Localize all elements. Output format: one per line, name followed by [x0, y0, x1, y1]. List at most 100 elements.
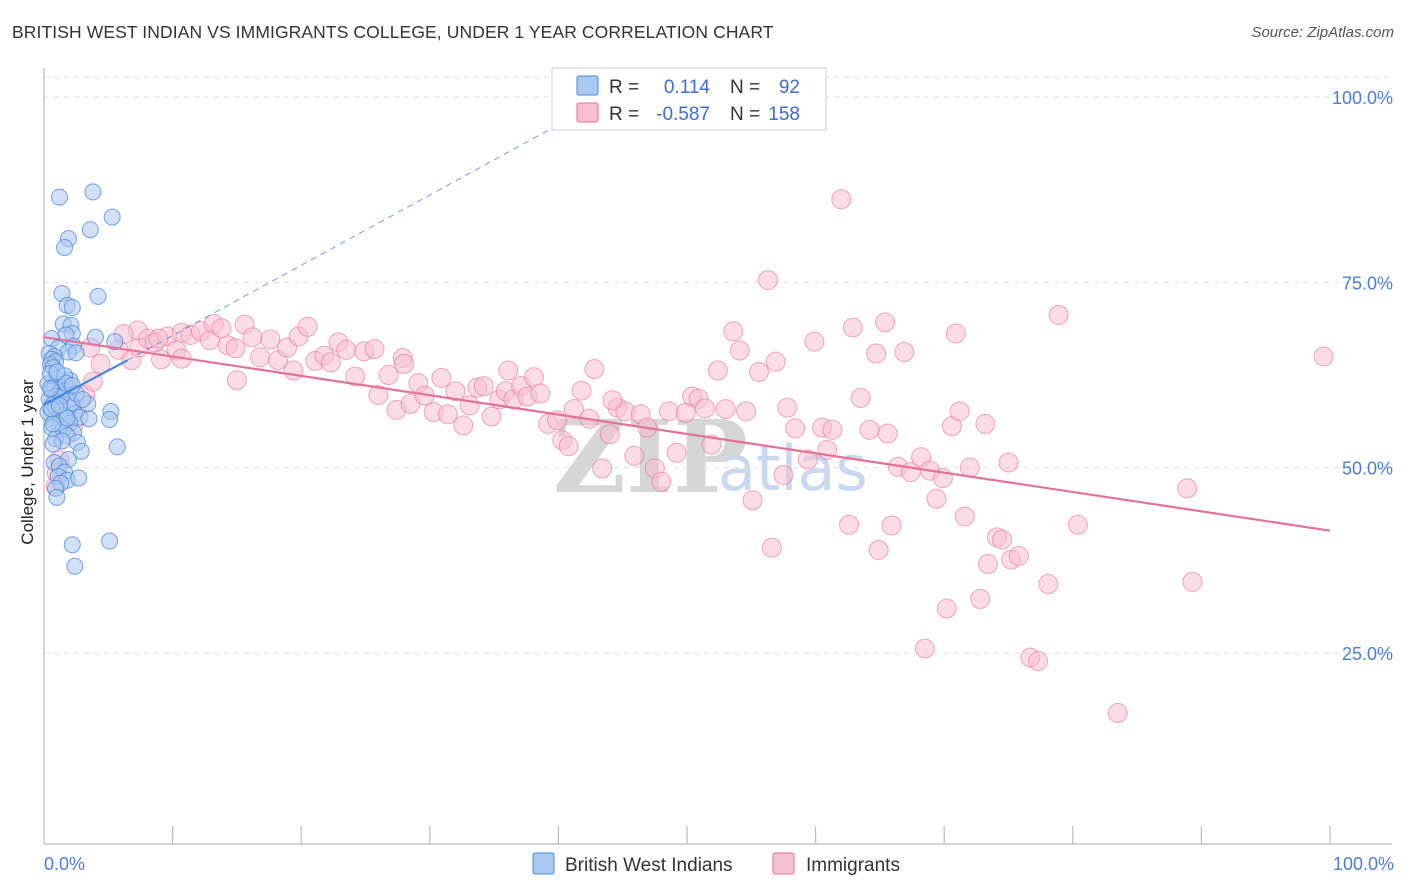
legend-swatch-pink	[576, 102, 599, 123]
point-immigrants	[975, 413, 996, 434]
point-immigrants	[868, 539, 889, 560]
point-immigrants	[707, 360, 728, 381]
point-british-west-indians	[56, 238, 74, 256]
point-immigrants	[742, 490, 763, 511]
point-immigrants	[658, 401, 679, 422]
point-immigrants	[839, 514, 860, 535]
point-british-west-indians	[58, 409, 76, 427]
point-immigrants	[765, 351, 786, 372]
point-immigrants	[959, 457, 980, 478]
point-immigrants	[785, 418, 806, 439]
legend-n-value-2: 158	[768, 104, 800, 125]
point-immigrants	[970, 588, 991, 609]
bottom-legend-label-immigrants: Immigrants	[806, 855, 900, 876]
point-immigrants	[260, 329, 281, 350]
point-immigrants	[571, 380, 592, 401]
watermark-atlas: atlas	[718, 432, 868, 505]
point-immigrants	[148, 328, 169, 349]
point-immigrants	[378, 365, 399, 385]
point-immigrants	[1182, 571, 1203, 592]
point-immigrants	[666, 442, 687, 463]
point-british-west-indians	[106, 333, 124, 351]
point-immigrants	[1107, 703, 1128, 724]
point-immigrants	[453, 415, 474, 436]
point-immigrants	[1313, 346, 1334, 367]
point-british-west-indians	[80, 410, 98, 428]
chart-title: BRITISH WEST INDIAN VS IMMIGRANTS COLLEG…	[12, 22, 774, 42]
point-immigrants	[822, 419, 843, 440]
point-immigrants	[804, 331, 825, 352]
point-immigrants	[875, 312, 896, 333]
point-british-west-indians	[67, 344, 85, 362]
point-british-west-indians	[44, 415, 62, 433]
y-tick-label-50: 50.0%	[1342, 459, 1393, 479]
point-british-west-indians	[72, 442, 90, 460]
bottom-legend-label-bwi: British West Indians	[565, 855, 733, 876]
point-immigrants	[283, 360, 304, 381]
point-immigrants	[1028, 651, 1049, 672]
point-immigrants	[431, 367, 452, 388]
legend-n-label-2: N =	[730, 104, 760, 125]
point-immigrants	[954, 506, 975, 527]
legend-r-value-2: -0.587	[656, 104, 710, 125]
point-immigrants	[624, 445, 645, 466]
point-immigrants	[558, 436, 579, 457]
point-immigrants	[761, 537, 782, 558]
legend-swatch-blue	[576, 75, 599, 96]
point-immigrants	[1048, 304, 1069, 325]
point-immigrants	[936, 598, 957, 619]
point-immigrants	[1008, 545, 1029, 566]
y-axis-label: College, Under 1 year	[18, 379, 37, 545]
point-immigrants	[736, 401, 757, 422]
point-british-west-indians	[108, 438, 126, 456]
trend-line-british-west-indians-extrapolated	[127, 89, 623, 361]
point-immigrants	[773, 465, 794, 486]
point-immigrants	[850, 387, 871, 408]
point-immigrants	[211, 318, 232, 339]
point-immigrants	[749, 362, 770, 383]
point-immigrants	[831, 189, 852, 210]
point-immigrants	[394, 353, 415, 374]
point-immigrants	[368, 385, 389, 406]
point-immigrants	[320, 352, 341, 373]
point-immigrants	[445, 381, 466, 402]
x-tick-label-max: 100.0%	[1333, 854, 1394, 874]
point-british-west-indians	[101, 410, 119, 428]
point-immigrants	[592, 458, 613, 479]
stats-legend: R = 0.114 N = 92 R = -0.587 N = 158	[551, 67, 827, 131]
point-immigrants	[926, 488, 947, 509]
point-immigrants	[998, 452, 1019, 473]
point-immigrants	[715, 399, 736, 420]
point-immigrants	[651, 471, 672, 492]
point-british-west-indians	[74, 390, 92, 408]
point-british-west-indians	[86, 328, 104, 346]
y-tick-labels: 25.0% 50.0% 75.0% 100.0%	[1332, 88, 1393, 664]
point-immigrants	[297, 316, 318, 337]
point-immigrants	[1038, 574, 1059, 595]
point-immigrants	[336, 339, 357, 360]
point-immigrants	[481, 406, 502, 427]
point-immigrants	[695, 398, 716, 419]
point-immigrants	[949, 401, 970, 422]
point-immigrants	[866, 343, 887, 364]
point-immigrants	[364, 339, 385, 360]
y-tick-label-75: 75.0%	[1342, 273, 1393, 293]
point-british-west-indians	[70, 469, 88, 487]
point-immigrants	[437, 404, 458, 425]
point-immigrants	[723, 321, 744, 342]
point-immigrants	[584, 359, 605, 380]
point-immigrants	[530, 383, 551, 404]
point-immigrants	[777, 397, 798, 418]
point-immigrants	[701, 434, 722, 455]
point-immigrants	[977, 554, 998, 575]
point-british-west-indians	[63, 299, 81, 317]
point-immigrants	[729, 340, 750, 361]
y-tick-label-100: 100.0%	[1332, 88, 1393, 108]
legend-r-label-1: R =	[609, 77, 639, 98]
chart-source: Source: ZipAtlas.com	[1251, 24, 1394, 41]
point-immigrants	[242, 327, 263, 348]
series-immigrants-points	[45, 189, 1334, 724]
point-immigrants	[992, 529, 1013, 550]
point-british-west-indians	[48, 363, 66, 381]
point-immigrants	[345, 366, 366, 387]
